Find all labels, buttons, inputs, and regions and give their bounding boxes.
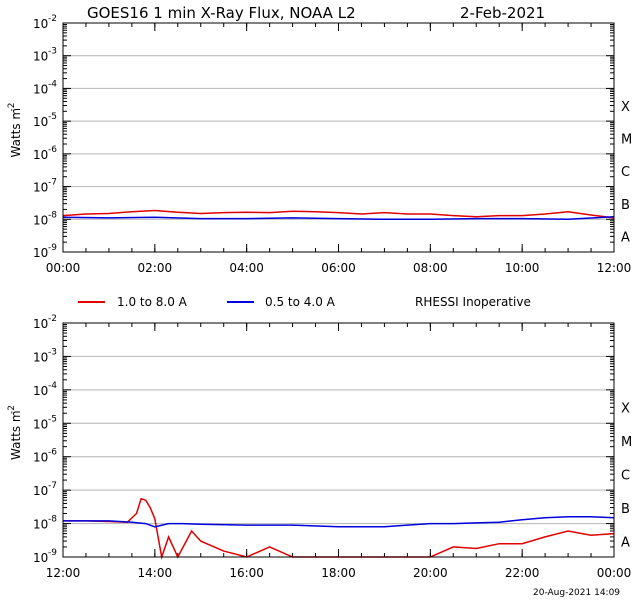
series-line-short xyxy=(63,515,615,528)
flare-class-label: B xyxy=(621,198,630,213)
y-tick-exponent: -2 xyxy=(48,314,57,324)
y-tick-label: 10 xyxy=(33,148,48,162)
top-panel: 10-210-310-410-510-610-710-810 -900:00 02:… xyxy=(7,14,632,275)
y-axis-title: Watts m xyxy=(9,108,23,158)
plot-frame xyxy=(62,22,615,253)
x-tick-label: 00:00 xyxy=(597,566,632,580)
x-tick-label: 20:00 xyxy=(413,566,448,580)
y-tick-exponent: -3 xyxy=(48,47,57,57)
legend-label-short: 0.5 to 4.0 A xyxy=(265,295,336,309)
y-tick-exponent: -6 xyxy=(48,448,57,458)
series-line-short xyxy=(62,215,615,221)
y-axis-title-exponent: -2 xyxy=(7,405,17,414)
y-tick-label: 10 xyxy=(33,115,48,129)
legend-note: RHESSI Inoperative xyxy=(415,295,531,309)
x-tick-label: 22:00 xyxy=(505,566,540,580)
flare-class-label: M xyxy=(621,435,632,450)
x-tick-label: 02:00 xyxy=(138,261,173,275)
flare-class-label: B xyxy=(621,502,630,517)
y-tick-exponent: -7 xyxy=(48,178,57,188)
y-tick-label: 10 xyxy=(33,384,48,398)
y-axis-title: Watts m xyxy=(9,410,23,460)
y-tick-exponent: -6 xyxy=(48,145,57,155)
y-tick-exponent: -8 xyxy=(48,210,57,220)
y-tick-exponent: -8 xyxy=(48,515,57,525)
bottom-panel: 10-210-310-410-510-610-710-810 -912:00 14:… xyxy=(7,314,632,580)
y-axis-title-exponent: -2 xyxy=(7,103,17,112)
x-tick-label: 10:00 xyxy=(505,261,540,275)
flare-class-label: X xyxy=(621,402,630,417)
y-tick-label: 10 xyxy=(33,551,48,565)
y-tick-label: 10 xyxy=(33,350,48,364)
y-tick-exponent: -9 xyxy=(48,243,57,253)
y-tick-exponent: -4 xyxy=(48,381,57,391)
flare-class-label: C xyxy=(621,468,630,483)
y-tick-label: 10 xyxy=(33,213,48,227)
chart-title: GOES16 1 min X-Ray Flux, NOAA L2 xyxy=(87,4,356,22)
y-tick-label: 10 xyxy=(33,417,48,431)
footer-timestamp: 20-Aug-2021 14:09 xyxy=(533,588,620,598)
x-tick-label: 12:00 xyxy=(46,566,81,580)
flare-class-label: X xyxy=(621,100,630,115)
y-tick-label: 10 xyxy=(33,317,48,331)
y-tick-exponent: -4 xyxy=(48,79,57,89)
x-tick-label: 14:00 xyxy=(138,566,173,580)
y-tick-exponent: -5 xyxy=(48,414,57,424)
y-tick-label: 10 xyxy=(33,50,48,64)
y-tick-label: 10 xyxy=(33,17,48,31)
flare-class-label: A xyxy=(621,231,630,246)
series-line-long xyxy=(63,497,615,560)
y-tick-label: 10 xyxy=(33,451,48,465)
x-tick-label: 06:00 xyxy=(321,261,356,275)
y-tick-label: 10 xyxy=(33,484,48,498)
x-tick-label: 08:00 xyxy=(413,261,448,275)
y-tick-exponent: -5 xyxy=(48,112,57,122)
y-tick-label: 10 xyxy=(33,181,48,195)
y-tick-exponent: -2 xyxy=(48,14,57,24)
y-tick-exponent: -7 xyxy=(48,481,57,491)
x-tick-label: 00:00 xyxy=(46,261,81,275)
x-tick-label: 18:00 xyxy=(321,566,356,580)
series-line-long xyxy=(62,209,615,219)
y-tick-label: 10 xyxy=(33,518,48,532)
x-tick-label: 16:00 xyxy=(229,566,264,580)
flare-class-label: C xyxy=(621,165,630,180)
y-tick-label: 10 xyxy=(33,246,48,260)
plot-frame xyxy=(62,322,615,558)
y-tick-exponent: -9 xyxy=(48,548,57,558)
chart-date: 2-Feb-2021 xyxy=(460,4,545,22)
flare-class-label: M xyxy=(621,133,632,148)
flare-class-label: A xyxy=(621,535,630,550)
legend-label-long: 1.0 to 8.0 A xyxy=(117,295,188,309)
y-tick-label: 10 xyxy=(33,82,48,96)
legend: 1.0 to 8.0 A 0.5 to 4.0 A RHESSI Inopera… xyxy=(78,295,531,309)
y-tick-exponent: -3 xyxy=(48,347,57,357)
x-tick-label: 04:00 xyxy=(229,261,264,275)
x-tick-label: 12:00 xyxy=(597,261,632,275)
